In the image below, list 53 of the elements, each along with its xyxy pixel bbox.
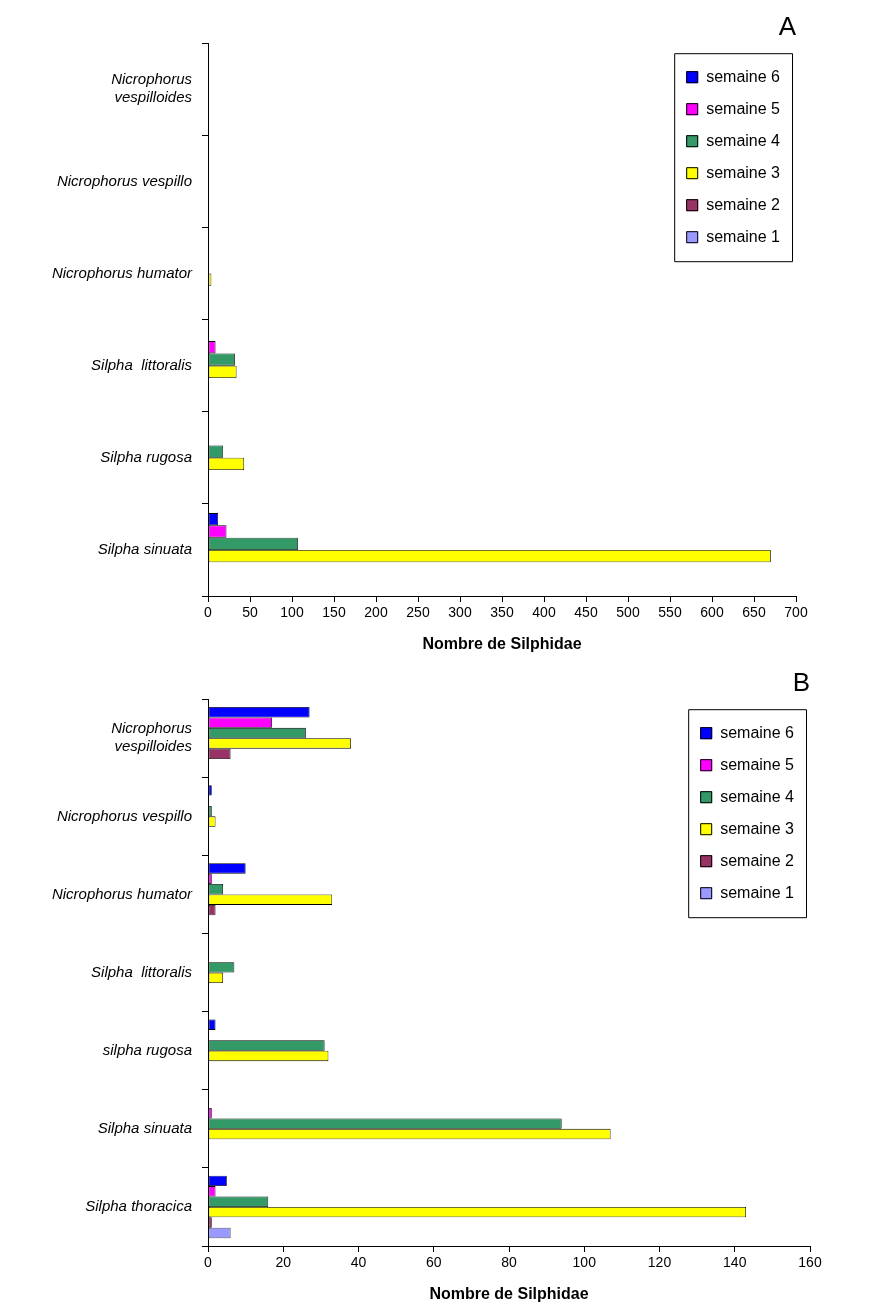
legend-label: semaine 4 bbox=[720, 787, 795, 805]
legend-label: semaine 2 bbox=[720, 851, 795, 869]
x-tick-label: 450 bbox=[574, 604, 598, 621]
x-tick-label: 120 bbox=[647, 1254, 672, 1271]
x-tick-label: 400 bbox=[532, 604, 556, 621]
x-tick-label: 50 bbox=[242, 604, 258, 621]
x-tick-label: 80 bbox=[501, 1254, 517, 1271]
x-tick-label: 250 bbox=[406, 604, 430, 621]
x-tick-label: 140 bbox=[723, 1254, 747, 1271]
x-tick-label: 600 bbox=[700, 604, 724, 621]
legend-label: semaine 4 bbox=[706, 131, 781, 149]
x-tick-label: 650 bbox=[742, 604, 766, 621]
x-tick-label: 550 bbox=[658, 604, 682, 621]
legend-label: semaine 5 bbox=[720, 755, 795, 773]
x-tick-label: 700 bbox=[784, 604, 808, 621]
x-tick-label: 0 bbox=[204, 604, 213, 621]
chart-title: B bbox=[792, 666, 810, 697]
y-tick-label: Silpha sinuata bbox=[97, 540, 192, 558]
x-tick-label: 200 bbox=[364, 604, 388, 621]
y-tick-label: Silpha thoracica bbox=[85, 1197, 192, 1215]
y-tick-label: Nicrophorus humator bbox=[51, 884, 193, 902]
legend-label: semaine 3 bbox=[706, 163, 781, 181]
x-tick-label: 60 bbox=[425, 1254, 442, 1271]
y-tick-label: Nicrophorus vespilloides bbox=[111, 70, 193, 106]
x-tick-label: 20 bbox=[275, 1254, 292, 1271]
x-tick-label: 100 bbox=[280, 604, 304, 621]
x-tick-label: 100 bbox=[572, 1254, 597, 1271]
y-tick-label: Silpha sinuata bbox=[97, 1119, 192, 1136]
x-tick-label: 40 bbox=[350, 1254, 367, 1271]
y-tick-label: Silpha rugosa bbox=[100, 447, 192, 465]
y-tick-label: Nicrophorus vespillo bbox=[56, 171, 192, 189]
x-tick-label: 300 bbox=[448, 604, 472, 621]
legend-label: semaine 6 bbox=[706, 67, 781, 85]
x-tick-label: 150 bbox=[322, 604, 346, 621]
x-tick-label: 350 bbox=[490, 604, 514, 621]
y-tick-label: Silpha littoralis bbox=[91, 962, 193, 980]
x-tick-label: 500 bbox=[616, 604, 640, 621]
x-tick-label: 0 bbox=[204, 1254, 213, 1271]
chart-title: A bbox=[778, 10, 797, 41]
y-tick-label: Nicrophorus humator bbox=[51, 263, 193, 281]
legend-label: semaine 3 bbox=[720, 819, 795, 837]
y-tick-label: Nicrophorus vespilloides bbox=[111, 719, 193, 755]
legend-label: semaine 2 bbox=[706, 195, 781, 213]
legend-label: semaine 5 bbox=[706, 99, 781, 117]
y-tick-label: silpha rugosa bbox=[102, 1040, 192, 1058]
legend-label: semaine 1 bbox=[720, 883, 795, 901]
x-axis-title: Nombre de Silphidae bbox=[422, 634, 582, 652]
legend-label: semaine 1 bbox=[706, 227, 781, 245]
legend-label: semaine 6 bbox=[720, 723, 795, 741]
x-tick-label: 160 bbox=[798, 1254, 822, 1271]
y-tick-label: Silpha littoralis bbox=[91, 355, 193, 373]
x-axis-title: Nombre de Silphidae bbox=[429, 1284, 589, 1302]
y-tick-label: Nicrophorus vespillo bbox=[56, 806, 192, 824]
